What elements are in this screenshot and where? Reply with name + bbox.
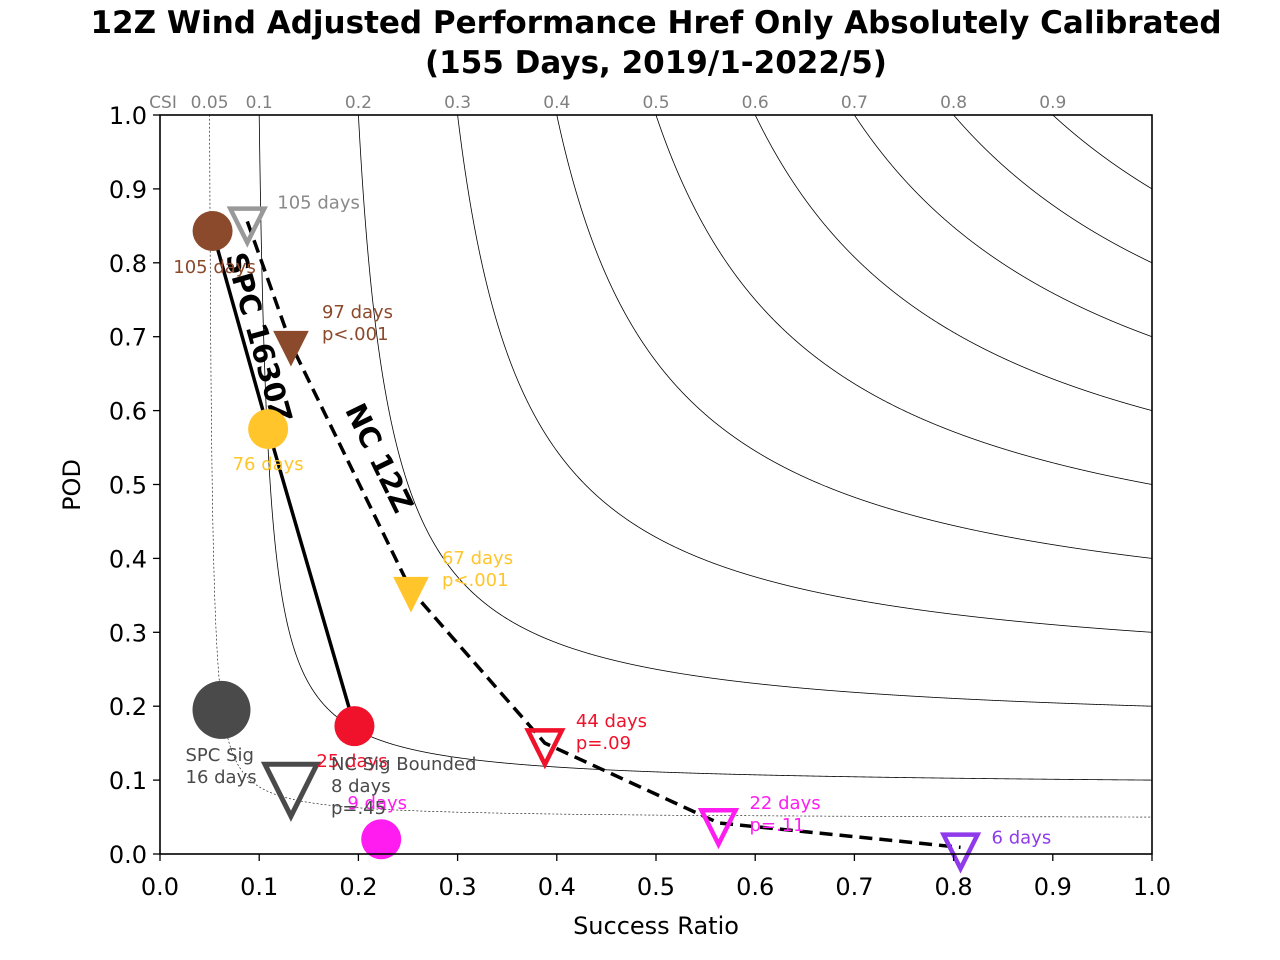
annotation-line: p=.45 [331, 798, 386, 819]
x-tick-label: 0.8 [935, 873, 973, 901]
point-annotations: 105 days 76 days 25 days 9 days SPC Sig 16 da… [173, 192, 1051, 848]
csi-contour-label: 0.4 [543, 93, 570, 113]
annotation-line: 105 days [277, 192, 360, 213]
csi-contour-label: 0.5 [642, 93, 669, 113]
annotation-line: 97 days [322, 302, 393, 323]
x-tick-label: 0.7 [835, 873, 873, 901]
axes: 0.0 0.1 0.2 0.3 0.4 0.5 0.6 0.7 0.8 0.9 1.0 0.0 0.1 0… [109, 102, 1171, 901]
annotation-line: p=.11 [749, 815, 804, 836]
y-tick-label: 0.3 [109, 619, 147, 647]
csi-contour [457, 115, 1152, 633]
plot-frame [159, 114, 1153, 855]
csi-contour-label: 0.9 [1039, 93, 1066, 113]
csi-contour-label: 0.7 [841, 93, 868, 113]
point-annotation: 97 days p<.001 [322, 302, 393, 345]
data-point [393, 576, 429, 613]
x-tick-label: 0.1 [240, 873, 278, 901]
y-tick-label: 0.6 [109, 398, 147, 426]
csi-contour-label: 0.05 [191, 93, 229, 113]
x-axis-label: Success Ratio [573, 912, 739, 940]
annotation-line: 9 days [347, 793, 407, 814]
annotation-line: 16 days [186, 767, 257, 788]
x-tick-label: 1.0 [1133, 873, 1171, 901]
data-point [192, 211, 233, 252]
y-tick-label: 1.0 [109, 102, 147, 130]
annotation-line: 67 days [442, 548, 513, 569]
x-tick-label: 0.9 [1034, 873, 1072, 901]
y-tick-label: 0.7 [109, 324, 147, 352]
data-point [192, 680, 251, 739]
data-point [697, 807, 740, 850]
point-annotation: SPC Sig 16 days [186, 745, 257, 788]
csi-contour [1052, 115, 1152, 190]
data-point [334, 706, 375, 747]
data-point [361, 819, 402, 860]
csi-contour-label: 0.6 [742, 93, 769, 113]
data-point [226, 206, 268, 248]
annotation-line: SPC Sig [186, 745, 254, 766]
point-annotation: 25 days [316, 751, 387, 772]
series-line [245, 220, 961, 850]
csi-contour-label: 0.3 [444, 93, 471, 113]
data-point [273, 330, 309, 367]
csi-contour [754, 115, 1152, 411]
y-tick-label: 0.1 [109, 767, 147, 795]
point-annotation: NC Sig Bounded 8 days p=.45 [331, 754, 476, 819]
y-tick-label: 0.2 [109, 693, 147, 721]
csi-contour-label: 0.2 [345, 93, 372, 113]
y-tick-label: 0.8 [109, 250, 147, 278]
point-annotation: 44 days p=.09 [576, 711, 647, 754]
point-annotation: 76 days [233, 454, 304, 475]
csi-contour-label: 0.1 [246, 93, 273, 113]
data-point [524, 728, 566, 770]
x-tick-label: 0.6 [736, 873, 774, 901]
y-axis-label: POD [58, 459, 86, 511]
x-tick-label: 0.5 [637, 873, 675, 901]
csi-contour [209, 115, 1152, 818]
chart-subtitle: (155 Days, 2019/1-2022/5) [425, 45, 887, 81]
annotation-line: 44 days [576, 711, 647, 732]
point-annotation: 9 days [347, 793, 407, 814]
series-label: NC 12Z [338, 398, 420, 518]
point-annotation: 67 days p<.001 [442, 548, 513, 591]
annotation-line: 22 days [749, 793, 820, 814]
y-tick-label: 0.9 [109, 176, 147, 204]
point-annotation: 105 days [173, 257, 256, 278]
point-annotation: 105 days [277, 192, 360, 213]
y-tick-label: 0.4 [109, 545, 147, 573]
y-tick-label: 0.0 [109, 841, 147, 869]
csi-contour [853, 115, 1152, 338]
annotation-line: 25 days [316, 751, 387, 772]
csi-contour [953, 115, 1152, 264]
csi-contour-label: 0.8 [940, 93, 967, 113]
x-tick-label: 0.3 [439, 873, 477, 901]
x-tick-label: 0.4 [538, 873, 576, 901]
csi-contour [655, 115, 1152, 485]
x-tick-label: 0.0 [141, 873, 179, 901]
csi-contour [258, 115, 1152, 781]
csi-contour [357, 115, 1152, 707]
annotation-line: NC Sig Bounded [331, 754, 476, 775]
annotation-line: p<.001 [442, 570, 509, 591]
data-point [260, 761, 321, 822]
y-tick-label: 0.5 [109, 472, 147, 500]
point-annotation: 6 days [992, 827, 1052, 848]
annotation-line: 105 days [173, 257, 256, 278]
annotation-line: 76 days [233, 454, 304, 475]
data-point [248, 409, 289, 450]
data-point [939, 832, 982, 874]
annotation-line: 8 days [331, 776, 391, 797]
csi-contours [209, 115, 1152, 818]
point-annotation: 22 days p=.11 [749, 793, 820, 836]
csi-axis-label: CSI [149, 93, 177, 113]
csi-contour [556, 115, 1152, 559]
x-tick-label: 0.2 [339, 873, 377, 901]
annotation-line: p=.09 [576, 733, 631, 754]
annotation-line: 6 days [992, 827, 1052, 848]
chart-title: 12Z Wind Adjusted Performance Href Only … [90, 5, 1221, 41]
data-markers [192, 206, 982, 874]
annotation-line: p<.001 [322, 324, 389, 345]
